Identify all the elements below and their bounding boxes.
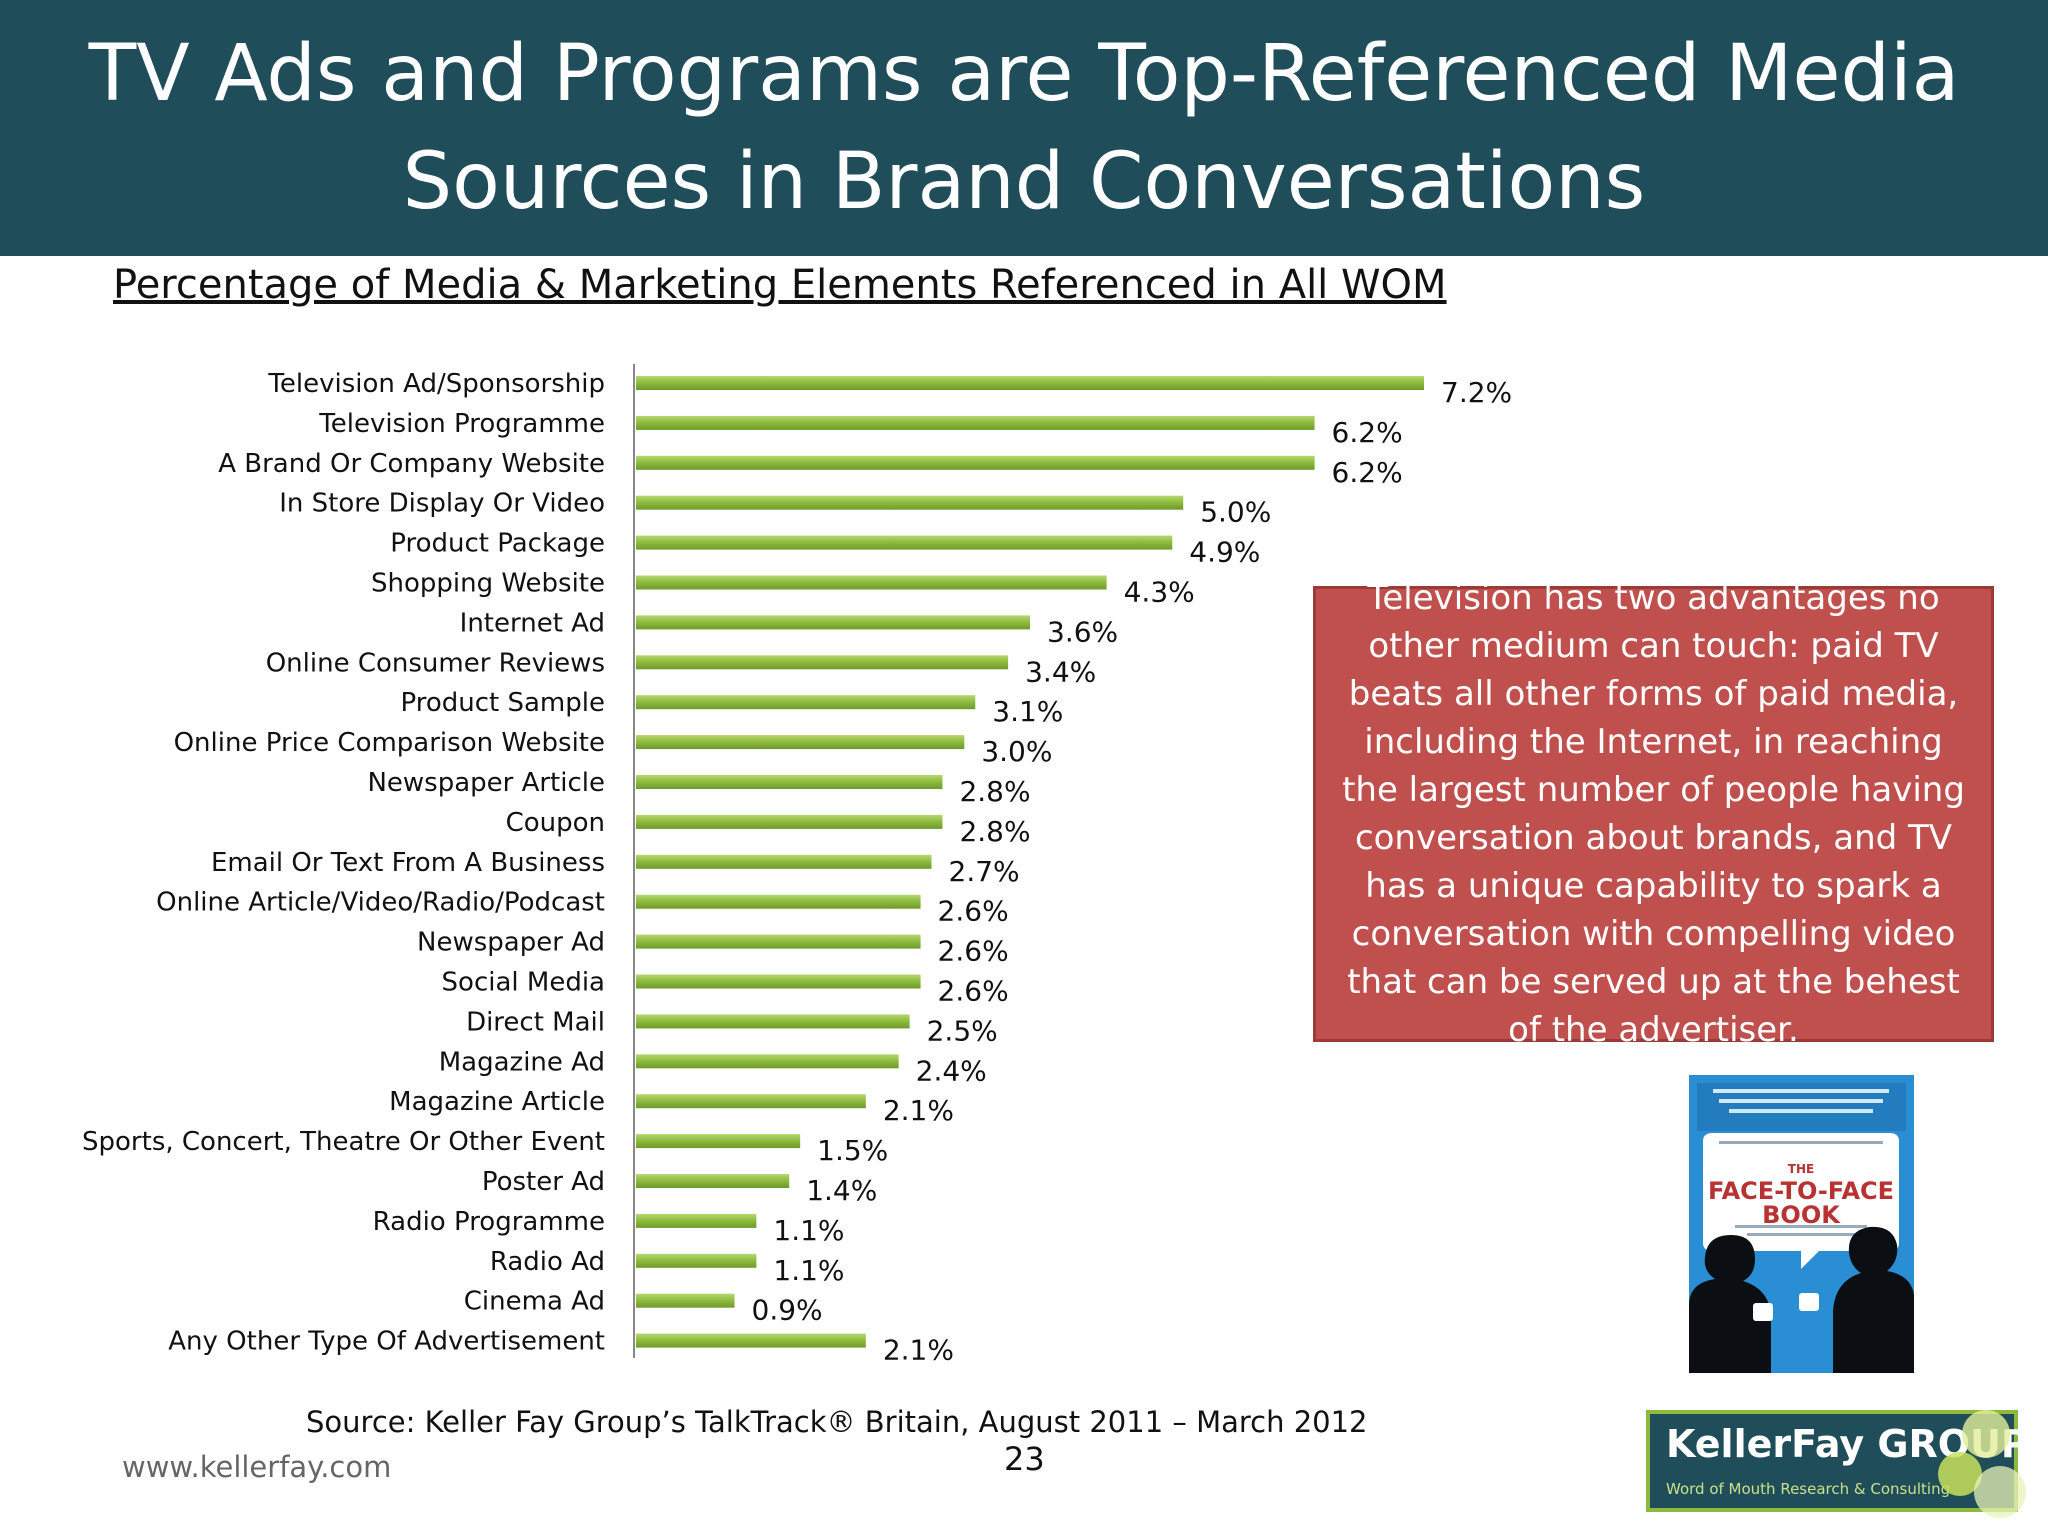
value-label: 5.0%: [1200, 496, 1271, 529]
value-label: 2.6%: [938, 895, 1009, 928]
value-label: 0.9%: [752, 1294, 823, 1327]
book-title-overlay: THE FACE-TO-FACE BOOK: [1708, 1162, 1894, 1229]
bar: [636, 376, 1424, 390]
value-label: 6.2%: [1332, 456, 1403, 489]
category-label: Online Consumer Reviews: [266, 648, 605, 678]
value-label: 1.5%: [817, 1134, 888, 1167]
category-label: Television Programme: [318, 409, 605, 439]
book-cover-image: THE FACE-TO-FACE BOOK: [1689, 1075, 1914, 1373]
value-label: 1.1%: [773, 1214, 844, 1247]
book-title-line3: BOOK: [1762, 1201, 1841, 1229]
category-label: Product Package: [390, 529, 605, 559]
value-label: 3.1%: [992, 695, 1063, 728]
category-label: Poster Ad: [482, 1167, 605, 1197]
category-label: Internet Ad: [460, 608, 605, 638]
value-label: 4.3%: [1124, 576, 1195, 609]
category-label: Product Sample: [401, 688, 605, 718]
source-note: Source: Keller Fay Group’s TalkTrack® Br…: [306, 1405, 1368, 1439]
value-label: 2.1%: [883, 1094, 954, 1127]
bar: [636, 934, 921, 949]
callout-text: Television has two advantages no other m…: [1342, 578, 1965, 1050]
bar-chart: Television Ad/Sponsorship 7.2% Television …: [82, 364, 1512, 1367]
category-label: In Store Display Or Video: [279, 489, 605, 519]
bar: [636, 1014, 910, 1029]
chart-title: Percentage of Media & Marketing Elements…: [113, 262, 1447, 308]
bar: [636, 615, 1030, 630]
category-label: Direct Mail: [466, 1007, 605, 1037]
category-label: Newspaper Ad: [417, 928, 605, 958]
category-label: Email Or Text From A Business: [211, 848, 605, 878]
bar: [636, 1293, 735, 1308]
value-label: 3.0%: [981, 735, 1052, 768]
bar: [636, 495, 1184, 510]
value-label: 7.2%: [1441, 376, 1512, 409]
value-label: 2.4%: [916, 1054, 987, 1087]
bar: [636, 1253, 757, 1268]
face-to-face-book-cover-icon: [1689, 1075, 1914, 1373]
bar: [636, 655, 1009, 670]
category-label: Sports, Concert, Theatre Or Other Event: [82, 1127, 605, 1157]
value-label: 2.8%: [959, 815, 1030, 848]
bar: [636, 974, 921, 989]
bar: [636, 735, 965, 750]
bar: [636, 1333, 866, 1348]
bar: [636, 575, 1107, 590]
callout-box: Television has two advantages no other m…: [1313, 578, 1994, 1050]
value-label: 1.1%: [773, 1254, 844, 1287]
value-label: 2.8%: [959, 775, 1030, 808]
bar: [636, 1213, 757, 1228]
logo-circles-icon: [1938, 1410, 2026, 1518]
category-label: Coupon: [506, 808, 605, 838]
bar: [636, 1054, 899, 1069]
bar: [636, 814, 943, 829]
value-label: 2.6%: [938, 975, 1009, 1008]
website-link[interactable]: www.kellerfay.com: [122, 1450, 392, 1484]
bar: [636, 775, 943, 789]
value-label: 4.9%: [1189, 536, 1260, 569]
bar: [636, 1134, 801, 1149]
category-label: Radio Programme: [373, 1207, 605, 1237]
category-label: Any Other Type Of Advertisement: [168, 1327, 605, 1357]
category-label: Television Ad/Sponsorship: [267, 369, 605, 399]
bar: [636, 894, 921, 909]
category-label: Online Article/Video/Radio/Podcast: [156, 888, 605, 918]
category-label: Magazine Article: [389, 1087, 605, 1117]
bar: [636, 1174, 790, 1188]
logo-tagline: Word of Mouth Research & Consulting: [1666, 1480, 1951, 1498]
value-label: 6.2%: [1332, 416, 1403, 449]
category-label: Magazine Ad: [439, 1047, 605, 1077]
bar: [636, 415, 1315, 430]
category-label: Newspaper Article: [367, 768, 605, 798]
value-label: 2.6%: [938, 935, 1009, 968]
page-title: TV Ads and Programs are Top-Referenced M…: [88, 29, 1960, 227]
value-label: 3.4%: [1025, 655, 1096, 688]
value-label: 3.6%: [1047, 615, 1118, 648]
bar: [636, 1094, 866, 1109]
category-label: Online Price Comparison Website: [174, 728, 605, 758]
value-label: 2.1%: [883, 1334, 954, 1367]
category-label: Social Media: [442, 968, 605, 998]
bar: [636, 535, 1173, 550]
category-label: Radio Ad: [490, 1247, 605, 1277]
page-number: 23: [1004, 1440, 1045, 1478]
header-banner: TV Ads and Programs are Top-Referenced M…: [0, 0, 2048, 256]
value-label: 1.4%: [806, 1174, 877, 1207]
book-title-line1: THE: [1788, 1162, 1814, 1176]
value-label: 2.5%: [927, 1014, 998, 1047]
category-label: A Brand Or Company Website: [218, 449, 605, 479]
bar: [636, 854, 932, 869]
value-label: 2.7%: [949, 855, 1020, 888]
category-label: Shopping Website: [371, 569, 605, 599]
category-label: Cinema Ad: [464, 1287, 605, 1317]
book-title-line2: FACE-TO-FACE: [1708, 1177, 1894, 1205]
bar: [636, 695, 976, 710]
bar: [636, 455, 1315, 470]
